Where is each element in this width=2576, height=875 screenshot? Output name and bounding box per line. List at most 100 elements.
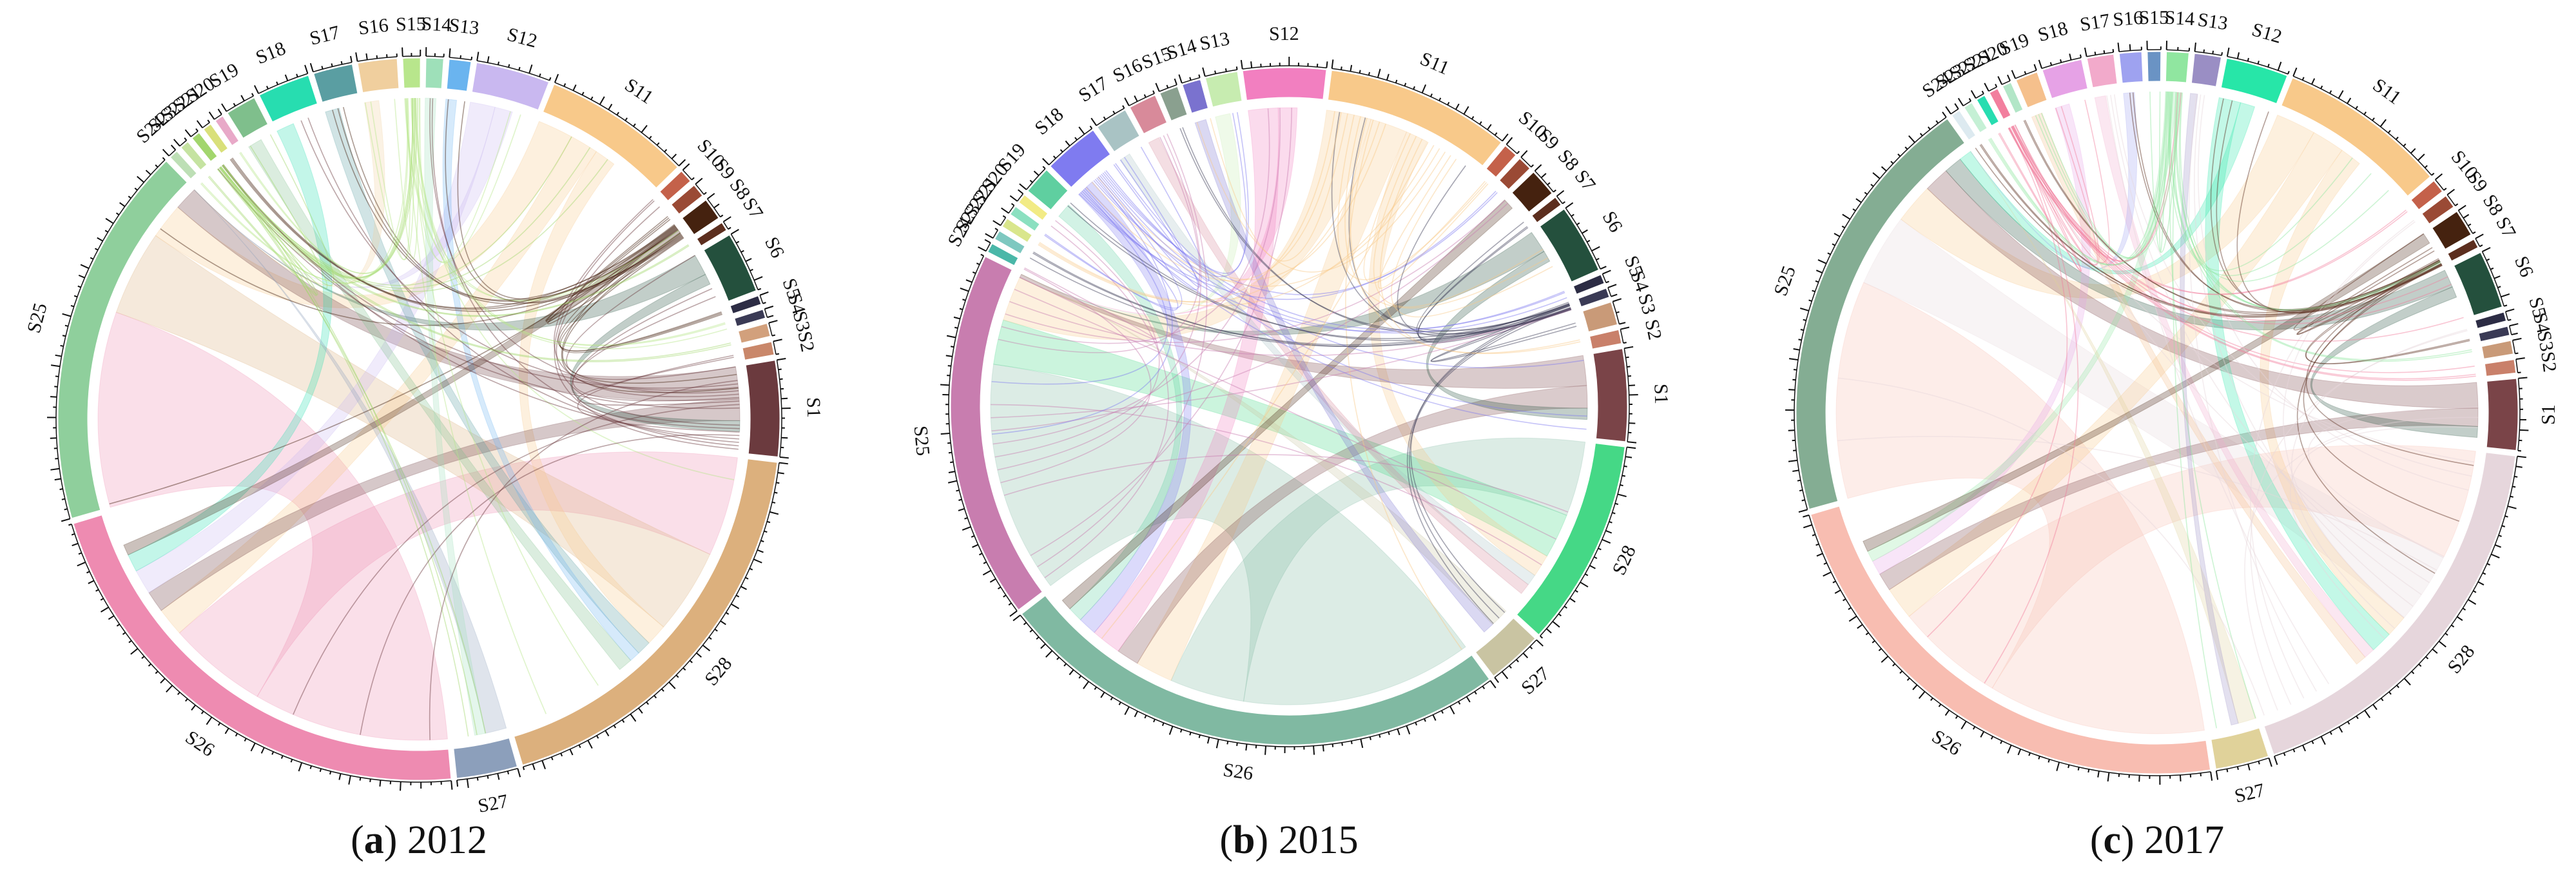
tick-S26 — [1482, 685, 1486, 689]
flow-line-S22-S7 — [222, 164, 689, 317]
tick-S8 — [713, 203, 720, 209]
tick-S11 — [2311, 78, 2316, 85]
flow-line-S15-S8 — [404, 98, 679, 301]
flow-line-S8-S25 — [160, 228, 683, 326]
tick-S26 — [271, 751, 275, 755]
flow-line-S21-S6 — [2010, 126, 2464, 342]
flow-line-S7-S28 — [2305, 259, 2474, 466]
tick-S11 — [1421, 84, 1427, 93]
flow-line-S25-S8 — [991, 202, 1509, 432]
ribbon-S17-S28 — [325, 107, 650, 654]
tick-S4 — [2509, 323, 2519, 327]
tick-S24 — [162, 148, 170, 157]
chord-diagram-2017: S1S2S3S4S5S6S7S8S9S10S11S12S13S14S15S16S… — [1770, 7, 2561, 807]
tick-S16 — [2129, 44, 2131, 51]
flow-line-S7-S16 — [2129, 92, 2440, 310]
tick-S28 — [2364, 710, 2371, 718]
tick-S25 — [959, 308, 964, 311]
flow-line-S21-S14 — [2015, 92, 2178, 262]
segment-S26 — [73, 515, 452, 781]
segment-S20 — [1018, 194, 1049, 221]
tick-S11 — [1413, 86, 1415, 90]
tick-S25 — [61, 498, 65, 500]
tick-S2 — [1620, 326, 1630, 330]
tick-S26 — [1045, 650, 1053, 658]
flow-line-S1-S10 — [556, 206, 740, 426]
flow-line-S21-S6 — [2012, 125, 2452, 325]
tick-S11 — [1404, 83, 1407, 86]
tick-S1 — [778, 368, 782, 371]
tick-S13 — [2203, 49, 2205, 53]
label-S1: S1 — [1650, 384, 1672, 405]
tick-S28 — [757, 549, 764, 553]
segment-S25 — [950, 256, 1043, 611]
tick-S26 — [2048, 759, 2050, 763]
ribbon-S14-S27 — [1194, 119, 1493, 633]
flow-line-S4-S7 — [1416, 221, 1569, 340]
label-S26: S26 — [1928, 725, 1965, 760]
tick-S22 — [993, 220, 1002, 226]
flow-line-S11-S26 — [1345, 119, 1462, 650]
tick-baseline-S24 — [168, 149, 176, 157]
tick-S19 — [221, 103, 228, 112]
ribbon-S13-S27 — [2180, 93, 2239, 726]
tick-S28 — [646, 701, 649, 705]
tick-S25 — [1870, 184, 1874, 187]
segment-S23 — [1964, 102, 1988, 133]
tick-baseline-S19 — [2015, 70, 2037, 79]
tick-S11 — [563, 83, 567, 87]
tick-S28 — [522, 766, 525, 771]
flow-line-S7-S4 — [2305, 261, 2470, 365]
tick-baseline-S20 — [1016, 193, 1024, 202]
flow-line-S15-S28 — [405, 98, 547, 714]
tick-S16 — [1143, 94, 1147, 98]
tick-S17 — [2084, 47, 2087, 57]
ribbon-S1-S26 — [1879, 408, 2479, 591]
label-S3: S3 — [789, 309, 815, 334]
label-S18: S18 — [253, 37, 289, 68]
tick-S11 — [671, 153, 677, 159]
tick-S18 — [304, 64, 309, 74]
segment-S10 — [2410, 180, 2443, 210]
flow-line-S11-S26 — [1101, 141, 1429, 639]
tick-baseline-S16 — [357, 56, 397, 62]
tick-S26 — [191, 704, 197, 711]
tick-S11 — [1395, 79, 1398, 84]
tick-S13 — [1202, 67, 1206, 77]
flow-line-S4-S15 — [1179, 128, 1570, 333]
flow-line-S21-S10 — [2012, 125, 2408, 295]
tick-S21 — [1995, 84, 1998, 88]
flow-line-S11-S6 — [1373, 135, 1544, 308]
label-S12: S12 — [2249, 19, 2284, 48]
tick-S28 — [720, 620, 726, 625]
tick-S26 — [1878, 648, 1882, 651]
tick-S26 — [1069, 669, 1074, 676]
flow-line-S22-S3 — [222, 164, 731, 361]
tick-S25 — [61, 518, 70, 522]
tick-S25 — [1798, 339, 1802, 341]
tick-S26 — [348, 775, 351, 785]
flow-line-S8-S5 — [559, 233, 722, 352]
tick-S19 — [251, 93, 255, 97]
tick-S1 — [1627, 366, 1631, 368]
segment-S14 — [2165, 51, 2189, 83]
flow-line-S22-S15 — [221, 98, 414, 278]
tick-S26 — [1816, 543, 1819, 546]
ribbon-S27-S25 — [194, 189, 507, 734]
tick-S18 — [1042, 158, 1050, 166]
tick-S28 — [2311, 740, 2314, 745]
flow-line-S1-S26 — [429, 380, 738, 740]
flow-line-S25-S24 — [1000, 268, 1152, 484]
tick-S26 — [1972, 726, 1976, 730]
tick-S17 — [309, 63, 314, 72]
flow-line-S15-S12 — [413, 98, 521, 264]
tick-S20 — [1009, 195, 1018, 202]
tick-S28 — [2445, 633, 2448, 636]
ribbon-S19-S28 — [2031, 112, 2366, 665]
tick-S25 — [1834, 233, 1841, 237]
tick-S27 — [2258, 761, 2260, 765]
label-S17: S17 — [1075, 72, 1112, 106]
label-S25: S25 — [1770, 263, 1800, 299]
tick-S11 — [1350, 64, 1353, 72]
tick-S26 — [1415, 722, 1418, 726]
